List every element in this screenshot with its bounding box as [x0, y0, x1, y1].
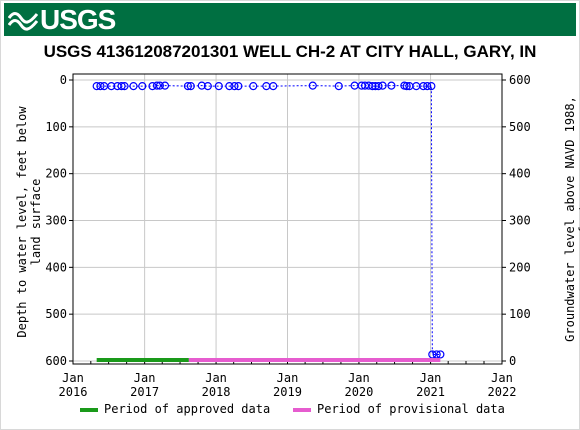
- data-point: [96, 81, 105, 91]
- y-right-tick-label: 0: [509, 354, 516, 368]
- x-tick-label-year: 2019: [273, 385, 302, 399]
- data-point: [107, 81, 116, 91]
- y-axis-right-label: Groundwater level above NAVD 1988, feet: [563, 96, 580, 342]
- x-tick-label-year: 2018: [202, 385, 231, 399]
- data-point: [129, 81, 138, 91]
- x-tick-label-month: Jan: [491, 371, 513, 385]
- data-point: [230, 81, 239, 91]
- legend-swatch-provisional: [293, 408, 311, 412]
- y-right-tick-label: 500: [509, 120, 531, 134]
- x-tick-label-month: Jan: [134, 371, 156, 385]
- data-point: [387, 81, 396, 90]
- y-left-tick-label: 0: [60, 73, 67, 87]
- y-right-tick-label: 400: [509, 167, 531, 181]
- data-point: [428, 350, 437, 359]
- data-point: [234, 81, 243, 91]
- data-point: [427, 81, 436, 91]
- data-point: [152, 81, 162, 90]
- y-right-tick-label: 600: [509, 73, 531, 87]
- y-left-tick-label: 600: [45, 354, 67, 368]
- y-right-tick-label: 300: [509, 214, 531, 228]
- usgs-logo-icon: [8, 12, 38, 31]
- x-tick-label-year: 2020: [344, 385, 373, 399]
- data-point: [249, 81, 258, 91]
- data-point: [203, 81, 212, 91]
- data-point: [120, 81, 129, 91]
- chart-title: USGS 413612087201301 WELL CH-2 AT CITY H…: [43, 42, 537, 61]
- data-point: [419, 81, 428, 91]
- data-point: [183, 81, 192, 91]
- x-tick-label-month: Jan: [348, 371, 370, 385]
- data-point: [436, 350, 445, 359]
- data-point: [334, 81, 343, 91]
- x-tick-label-year: 2017: [130, 385, 159, 399]
- provisional-period-bar: [188, 358, 441, 362]
- x-tick-label-month: Jan: [420, 371, 442, 385]
- legend-label-approved: Period of approved data: [104, 402, 271, 416]
- y-left-tick-label: 100: [45, 120, 67, 134]
- x-tick-label-year: 2022: [488, 385, 517, 399]
- y-left-tick-label: 300: [45, 214, 67, 228]
- data-point: [269, 81, 278, 91]
- y-left-tick-label: 500: [45, 307, 67, 321]
- legend-swatch-approved: [80, 408, 98, 412]
- approved-period-bar: [96, 358, 189, 362]
- series-line: [96, 85, 441, 355]
- x-tick-label-month: Jan: [205, 371, 227, 385]
- data-point: [374, 81, 383, 91]
- data-point: [155, 81, 164, 90]
- y-left-tick-label: 200: [45, 167, 67, 181]
- data-point: [197, 81, 206, 90]
- y-axis-left-label: Depth to water level, feet below land su…: [15, 106, 43, 338]
- data-point: [402, 81, 411, 91]
- data-point: [117, 81, 126, 91]
- usgs-banner: USGS: [4, 3, 576, 36]
- data-point: [225, 81, 234, 91]
- data-point: [214, 81, 223, 91]
- y-right-tick-label: 100: [509, 307, 531, 321]
- data-point: [432, 350, 441, 359]
- x-tick-label-year: 2016: [59, 385, 88, 399]
- x-tick-label-month: Jan: [62, 371, 84, 385]
- x-tick-label-year: 2021: [416, 385, 445, 399]
- data-point: [138, 81, 147, 91]
- data-point: [378, 81, 387, 90]
- data-point: [308, 81, 317, 90]
- y-left-tick-label: 400: [45, 260, 67, 274]
- data-point: [423, 81, 432, 91]
- data-point: [368, 81, 377, 91]
- y-right-tick-label: 200: [509, 260, 531, 274]
- usgs-logo-text: USGS: [40, 4, 116, 35]
- data-point: [160, 81, 170, 90]
- x-tick-label-month: Jan: [277, 371, 299, 385]
- data-point: [186, 81, 195, 91]
- legend-label-provisional: Period of provisional data: [317, 402, 505, 416]
